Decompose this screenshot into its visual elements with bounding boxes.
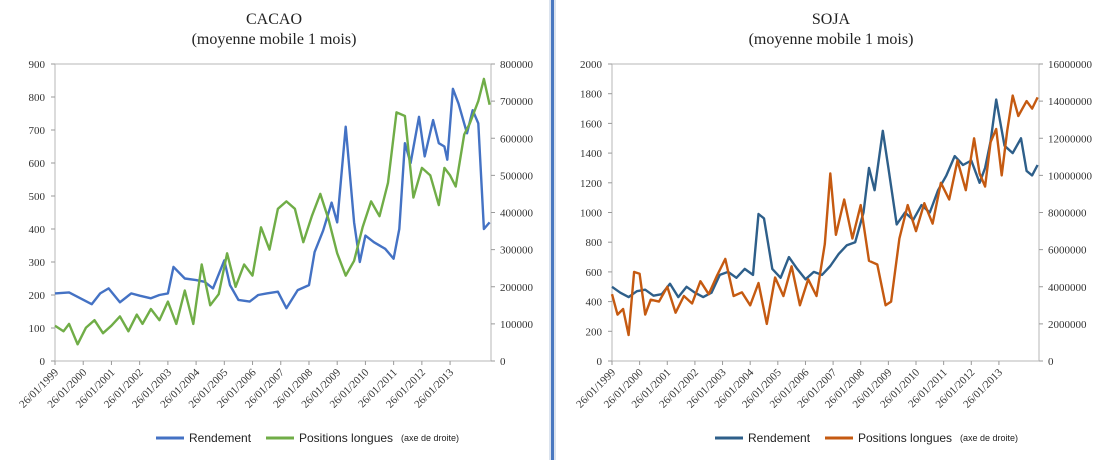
- right-axis-ticks: 0 2000000 4000000 6000000 8000000 10000000 120…: [1039, 59, 1093, 368]
- legend-label-positions: Positions longues: [299, 431, 393, 445]
- right-tick-label: 400000: [500, 208, 534, 220]
- chart-title: CACAO: [246, 11, 302, 28]
- right-tick-label: 2000000: [1048, 319, 1087, 331]
- panel-divider: [549, 0, 556, 460]
- left-tick-label: 2000: [580, 59, 603, 71]
- left-tick-label: 400: [586, 297, 603, 309]
- legend-note: (axe de droite): [960, 433, 1018, 443]
- series-lines: [54, 77, 491, 346]
- right-tick-label: 0: [1048, 356, 1054, 368]
- legend: Rendement Positions longues (axe de droi…: [715, 431, 1018, 445]
- left-tick-label: 1200: [580, 178, 603, 190]
- left-tick-label: 700: [29, 125, 46, 137]
- right-tick-label: 16000000: [1048, 59, 1093, 71]
- legend-label-rendement: Rendement: [748, 431, 811, 445]
- right-tick-label: 8000000: [1048, 208, 1087, 220]
- left-tick-label: 400: [29, 224, 46, 236]
- legend-note: (axe de droite): [401, 433, 459, 443]
- legend-label-positions: Positions longues: [858, 431, 952, 445]
- right-tick-label: 10000000: [1048, 170, 1093, 182]
- right-tick-label: 800000: [500, 59, 534, 71]
- series-line-rendement: [611, 98, 1039, 299]
- x-axis-ticks: 26/01/199926/01/200026/01/200126/01/2002…: [574, 361, 1005, 411]
- left-tick-label: 0: [40, 356, 46, 368]
- chart-subtitle: (moyenne mobile 1 mois): [192, 31, 357, 48]
- right-tick-label: 12000000: [1048, 133, 1093, 145]
- left-tick-label: 800: [586, 237, 603, 249]
- left-tick-label: 200: [586, 326, 603, 338]
- cacao-chart: CACAO (moyenne mobile 1 mois) 0 100 200 300…: [17, 11, 534, 445]
- series-line-positions-longues: [610, 94, 1039, 337]
- right-tick-label: 100000: [500, 319, 534, 331]
- left-tick-label: 600: [586, 267, 603, 279]
- left-tick-label: 1600: [580, 118, 603, 130]
- right-tick-label: 600000: [500, 133, 534, 145]
- right-tick-label: 6000000: [1048, 245, 1087, 257]
- right-tick-label: 4000000: [1048, 282, 1087, 294]
- left-tick-label: 300: [29, 257, 46, 269]
- left-tick-label: 500: [29, 191, 46, 203]
- right-tick-label: 0: [500, 356, 506, 368]
- legend: Rendement Positions longues (axe de droi…: [156, 431, 459, 445]
- left-axis-ticks: 0 100 200 300 400 500 600 700 800 900: [29, 59, 55, 368]
- series-line-rendement: [54, 87, 491, 310]
- x-axis-ticks: 26/01/199926/01/200026/01/200126/01/2002…: [17, 361, 457, 411]
- right-tick-label: 300000: [500, 245, 534, 257]
- left-tick-label: 1400: [580, 148, 603, 160]
- series-lines: [610, 94, 1039, 337]
- chart-title: SOJA: [812, 11, 851, 28]
- left-tick-label: 800: [29, 92, 46, 104]
- left-tick-label: 1800: [580, 89, 603, 101]
- left-axis-ticks: 0 200 400 600 800 1000 1200 1400 1600 1800 2000: [580, 59, 612, 368]
- soja-chart: SOJA (moyenne mobile 1 mois) 0 200 400 600 8…: [574, 11, 1093, 445]
- right-axis-ticks: 0 100000 200000 300000 400000 500000 600000 700…: [491, 59, 534, 368]
- plot-area: [611, 63, 1040, 362]
- right-tick-label: 14000000: [1048, 96, 1093, 108]
- left-tick-label: 100: [29, 323, 46, 335]
- left-tick-label: 1000: [580, 208, 603, 220]
- soja-chart-panel: SOJA (moyenne mobile 1 mois) 0 200 400 600 8…: [557, 0, 1107, 460]
- right-tick-label: 700000: [500, 96, 534, 108]
- legend-label-rendement: Rendement: [189, 431, 252, 445]
- left-tick-label: 900: [29, 59, 46, 71]
- left-tick-label: 200: [29, 290, 46, 302]
- chart-subtitle: (moyenne mobile 1 mois): [749, 31, 914, 48]
- series-line-positions-longues: [54, 77, 491, 346]
- right-tick-label: 200000: [500, 282, 534, 294]
- left-tick-label: 600: [29, 158, 46, 170]
- left-tick-label: 0: [597, 356, 603, 368]
- cacao-chart-panel: CACAO (moyenne mobile 1 mois) 0 100 200 300…: [0, 0, 548, 460]
- right-tick-label: 500000: [500, 170, 534, 182]
